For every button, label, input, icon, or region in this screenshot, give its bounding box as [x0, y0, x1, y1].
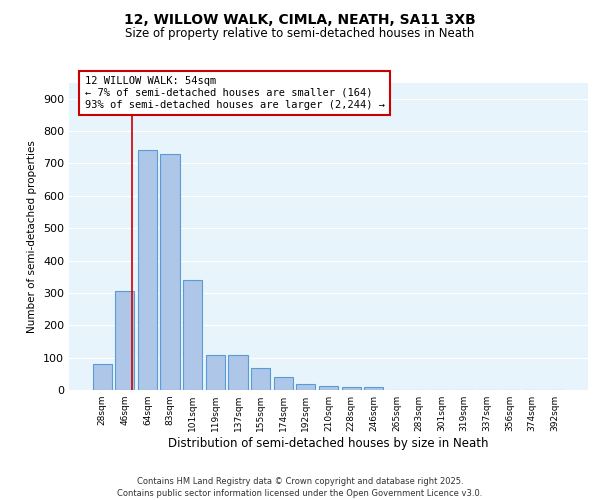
Text: Size of property relative to semi-detached houses in Neath: Size of property relative to semi-detach…	[125, 28, 475, 40]
Bar	[251, 368, 270, 390]
Text: 12 WILLOW WALK: 54sqm
← 7% of semi-detached houses are smaller (164)
93% of semi: 12 WILLOW WALK: 54sqm ← 7% of semi-detac…	[85, 76, 385, 110]
Bar	[92, 364, 112, 390]
Bar	[160, 154, 180, 390]
Bar	[319, 386, 338, 390]
Y-axis label: Number of semi-detached properties: Number of semi-detached properties	[28, 140, 37, 332]
Bar	[364, 388, 383, 390]
Text: 12, WILLOW WALK, CIMLA, NEATH, SA11 3XB: 12, WILLOW WALK, CIMLA, NEATH, SA11 3XB	[124, 12, 476, 26]
Bar	[206, 355, 225, 390]
Bar	[341, 388, 361, 390]
X-axis label: Distribution of semi-detached houses by size in Neath: Distribution of semi-detached houses by …	[168, 437, 489, 450]
Text: Contains HM Land Registry data © Crown copyright and database right 2025.
Contai: Contains HM Land Registry data © Crown c…	[118, 476, 482, 498]
Bar	[274, 377, 293, 390]
Bar	[115, 292, 134, 390]
Bar	[138, 150, 157, 390]
Bar	[229, 355, 248, 390]
Bar	[183, 280, 202, 390]
Bar	[296, 384, 316, 390]
